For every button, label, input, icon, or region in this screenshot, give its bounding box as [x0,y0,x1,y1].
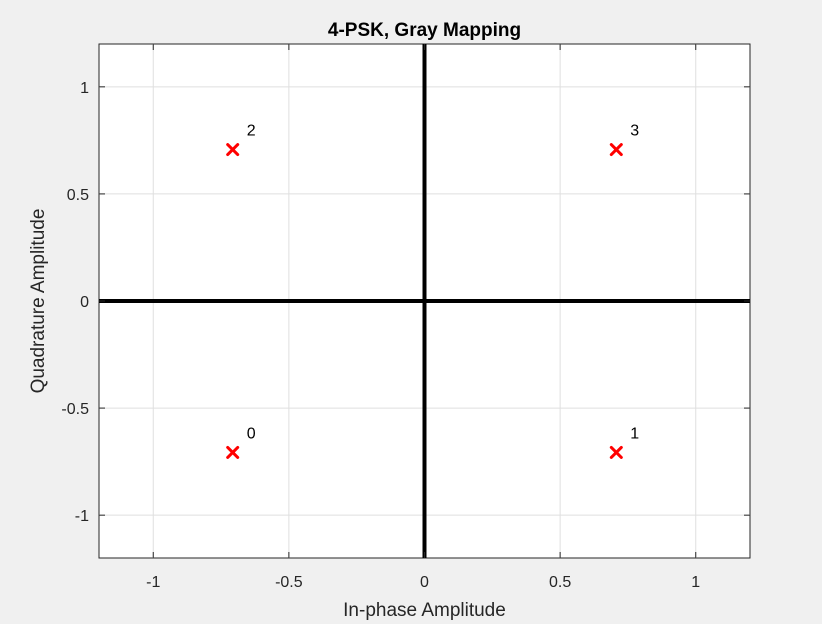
x-tick-label: -1 [146,574,160,591]
x-tick-label: -0.5 [275,574,303,591]
x-marker-stroke [609,445,623,459]
data-points: 0 1 2 3 [226,123,639,459]
point-label: 3 [630,123,639,140]
y-tick-label: 0.5 [67,187,89,204]
point-label: 0 [247,425,256,442]
constellation-point-2: 2 [226,123,256,157]
x-marker-stroke [226,143,240,157]
constellation-point-0: 0 [226,425,256,459]
constellation-point-1: 1 [609,425,639,459]
x-tick-label: 1 [691,574,700,591]
chart-title: 4-PSK, Gray Mapping [328,20,521,41]
y-tick-label: 0 [80,294,89,311]
y-tick-label: 1 [80,80,89,97]
x-tick-label: 0 [420,574,429,591]
axis-ticks: -1 -0.5 0 0.5 1 -1 -0.5 0 0.5 1 [61,44,750,591]
x-tick-label: 0.5 [549,574,571,591]
zero-axis-lines [99,44,750,558]
constellation-point-3: 3 [609,123,639,157]
x-marker-stroke [226,445,240,459]
y-tick-label: -0.5 [61,401,89,418]
y-axis-label: Quadrature Amplitude [28,209,49,394]
point-label: 1 [630,425,639,442]
x-axis-label: In-phase Amplitude [343,600,506,621]
x-marker-stroke [609,143,623,157]
point-label: 2 [247,123,256,140]
y-tick-label: -1 [75,508,89,525]
